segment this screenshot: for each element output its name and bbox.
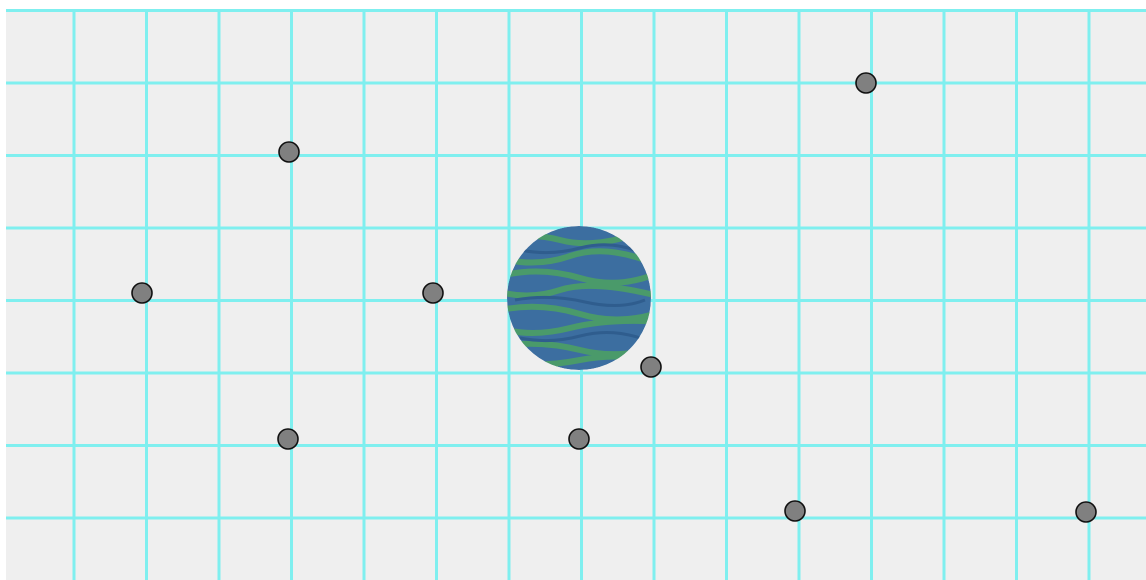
dot[interactable] <box>1075 501 1097 523</box>
dot[interactable] <box>568 428 590 450</box>
dot[interactable] <box>855 72 877 94</box>
dot[interactable] <box>277 428 299 450</box>
planet[interactable] <box>500 226 670 370</box>
dot[interactable] <box>784 500 806 522</box>
dot[interactable] <box>278 141 300 163</box>
dots <box>131 72 1097 523</box>
dot[interactable] <box>640 356 662 378</box>
planet-stripes <box>507 227 651 368</box>
planet-shading <box>514 243 646 343</box>
dot[interactable] <box>422 282 444 304</box>
dot[interactable] <box>131 282 153 304</box>
